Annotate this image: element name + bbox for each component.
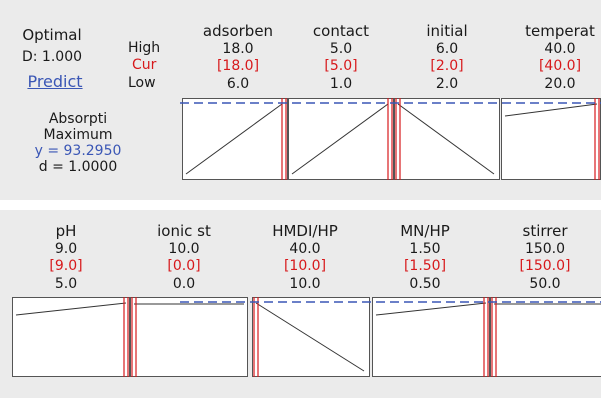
factor-low-top-1: 1.0 bbox=[329, 76, 353, 92]
factor-plot-svg bbox=[288, 98, 394, 180]
factor-plot-bottom-2[interactable] bbox=[252, 297, 370, 377]
factor-plot-bottom-0[interactable] bbox=[12, 297, 130, 377]
factor-name-bottom-3: MN/HP bbox=[400, 222, 450, 240]
optimum-dashed-line-top bbox=[180, 102, 601, 104]
factor-high-bottom-1: 10.0 bbox=[168, 241, 200, 257]
factor-current-bottom-4: [150.0] bbox=[519, 258, 571, 274]
factor-current-bottom-1: [0.0] bbox=[167, 258, 201, 274]
factor-name-bottom-0: pH bbox=[55, 222, 77, 240]
factor-low-bottom-4: 50.0 bbox=[529, 276, 561, 292]
factor-plot-top-1[interactable] bbox=[288, 98, 394, 180]
factor-low-bottom-1: 0.0 bbox=[172, 276, 196, 292]
response-curve bbox=[291, 103, 389, 175]
factor-name-bottom-4: stirrer bbox=[522, 222, 568, 240]
response-curve bbox=[504, 103, 598, 117]
factor-plot-svg bbox=[501, 98, 601, 180]
factor-name-top-0: adsorben bbox=[202, 22, 274, 40]
plot-frame bbox=[182, 98, 288, 180]
factor-high-top-1: 5.0 bbox=[329, 41, 353, 57]
plot-frame bbox=[252, 297, 370, 377]
factor-plot-bottom-1[interactable] bbox=[130, 297, 248, 377]
factor-high-bottom-4: 150.0 bbox=[524, 241, 566, 257]
factor-plot-svg bbox=[394, 98, 500, 180]
factor-current-top-0: [18.0] bbox=[216, 58, 260, 74]
factor-current-bottom-2: [10.0] bbox=[283, 258, 327, 274]
factor-plot-svg bbox=[252, 297, 370, 377]
factor-low-bottom-3: 0.50 bbox=[409, 276, 441, 292]
factor-name-top-1: contact bbox=[312, 22, 370, 40]
predicted-y-value: y = 93.2950 bbox=[34, 143, 122, 159]
factor-high-bottom-0: 9.0 bbox=[54, 241, 78, 257]
predict-link[interactable]: Predict bbox=[27, 72, 83, 91]
factor-plot-svg bbox=[182, 98, 288, 180]
factor-plot-svg bbox=[12, 297, 130, 377]
factor-plot-top-0[interactable] bbox=[182, 98, 288, 180]
optimal-title: Optimal bbox=[22, 26, 82, 44]
plot-frame bbox=[288, 98, 394, 180]
response-curve bbox=[185, 103, 283, 175]
plot-frame bbox=[372, 297, 490, 377]
plot-frame bbox=[501, 98, 601, 180]
factor-plot-svg bbox=[130, 297, 248, 377]
factor-name-top-3: temperat bbox=[525, 22, 595, 40]
row-label-cur: Cur bbox=[132, 57, 157, 73]
response-curve bbox=[255, 302, 365, 372]
factor-current-bottom-0: [9.0] bbox=[49, 258, 83, 274]
row-label-low: Low bbox=[128, 75, 156, 91]
factor-plot-bottom-3[interactable] bbox=[372, 297, 490, 377]
factor-low-bottom-0: 5.0 bbox=[54, 276, 78, 292]
factor-high-bottom-2: 40.0 bbox=[289, 241, 321, 257]
factor-plot-top-2[interactable] bbox=[394, 98, 500, 180]
factor-plot-top-3[interactable] bbox=[501, 98, 601, 180]
factor-low-top-0: 6.0 bbox=[226, 76, 250, 92]
factor-plot-bottom-4[interactable] bbox=[490, 297, 601, 377]
factor-high-top-3: 40.0 bbox=[544, 41, 576, 57]
factor-plot-svg bbox=[372, 297, 490, 377]
factor-current-top-2: [2.0] bbox=[430, 58, 464, 74]
factor-current-bottom-3: [1.50] bbox=[403, 258, 447, 274]
factor-plot-svg bbox=[490, 297, 601, 377]
plot-frame bbox=[394, 98, 500, 180]
factor-high-top-2: 6.0 bbox=[435, 41, 459, 57]
row-label-high: High bbox=[128, 40, 161, 56]
factor-high-bottom-3: 1.50 bbox=[409, 241, 441, 257]
response-curve bbox=[375, 302, 487, 316]
factor-low-top-2: 2.0 bbox=[435, 76, 459, 92]
plot-frame bbox=[12, 297, 130, 377]
optimization-panel-bottom: pH 9.0 [9.0] 5.0 ionic st 10.0 [0.0] 0.0 HMDI/HP… bbox=[0, 210, 601, 398]
response-name: Absorpti bbox=[48, 111, 108, 127]
response-curve bbox=[397, 103, 495, 175]
factor-name-top-2: initial bbox=[426, 22, 468, 40]
factor-high-top-0: 18.0 bbox=[222, 41, 254, 57]
factor-name-bottom-1: ionic st bbox=[157, 222, 211, 240]
response-goal: Maximum bbox=[43, 127, 113, 143]
factor-current-top-3: [40.0] bbox=[538, 58, 582, 74]
response-curve bbox=[15, 302, 127, 316]
plot-frame bbox=[130, 297, 248, 377]
desirability-value: D: 1.000 bbox=[21, 49, 83, 65]
factor-low-top-3: 20.0 bbox=[544, 76, 576, 92]
plot-frame bbox=[490, 297, 601, 377]
optimum-dashed-line-bottom bbox=[180, 301, 601, 303]
factor-current-top-1: [5.0] bbox=[324, 58, 358, 74]
factor-low-bottom-2: 10.0 bbox=[289, 276, 321, 292]
individual-desirability: d = 1.0000 bbox=[38, 159, 118, 175]
optimization-panel-top: Optimal D: 1.000 Predict High Cur Low Ab… bbox=[0, 0, 601, 200]
factor-name-bottom-2: HMDI/HP bbox=[272, 222, 338, 240]
